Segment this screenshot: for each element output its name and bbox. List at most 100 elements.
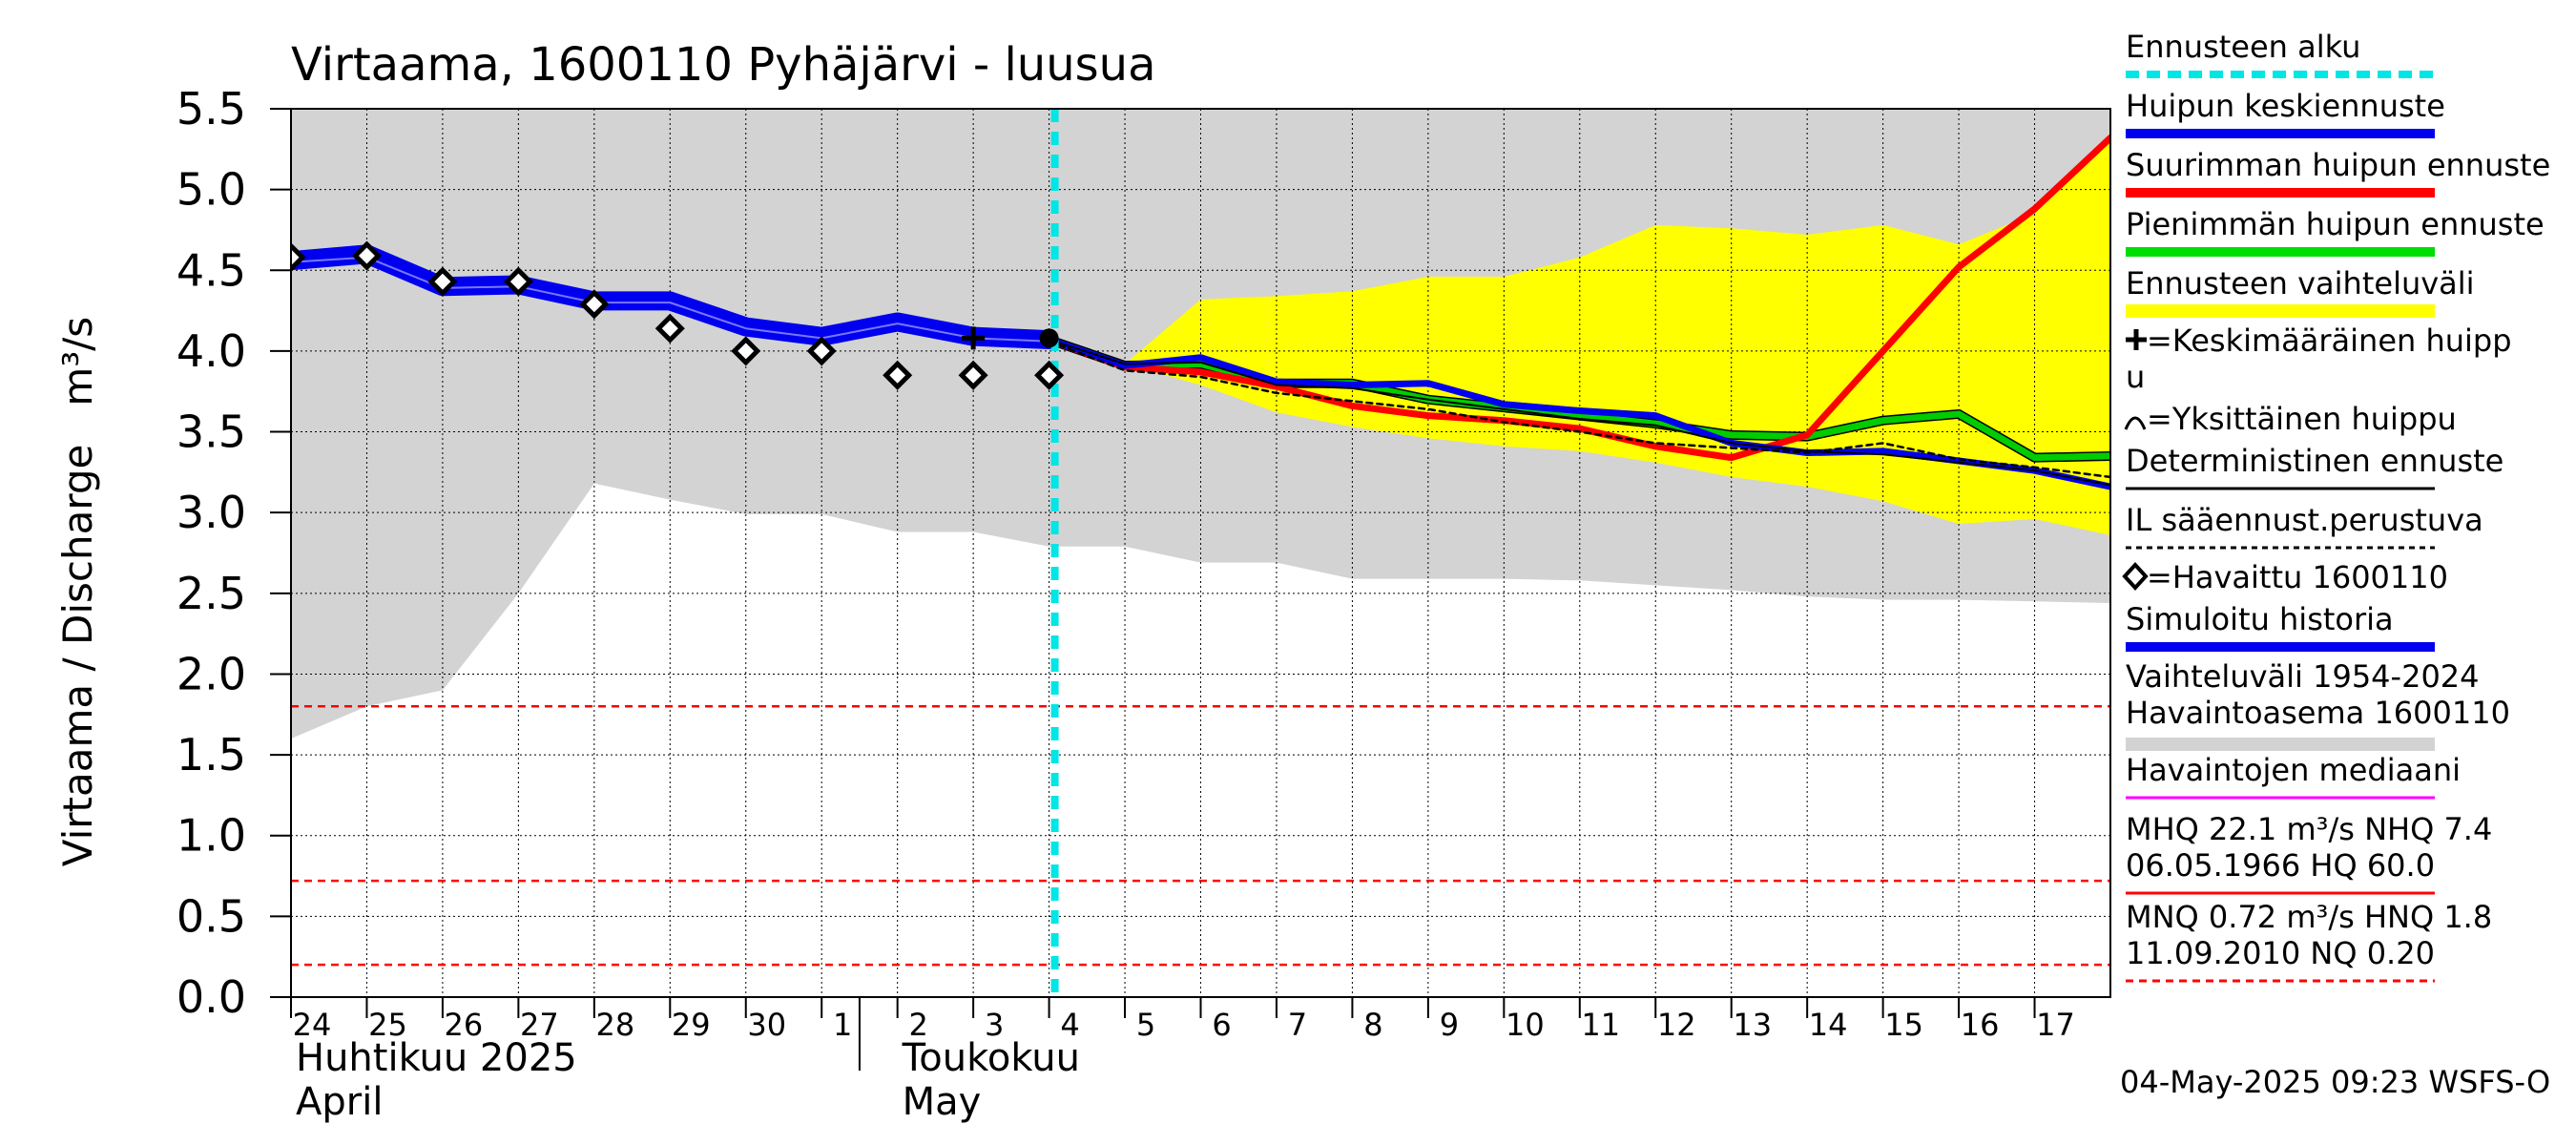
legend-swatch: [2126, 329, 2147, 350]
legend-item-min-peak: Pienimmän huipun ennuste: [2126, 206, 2545, 257]
legend-label-line2: Havaintoasema 1600110: [2126, 695, 2510, 731]
x-tick-label: 25: [368, 1007, 407, 1043]
y-tick-label: 0.0: [177, 971, 246, 1023]
month-label: Huhtikuu 2025: [296, 1036, 577, 1080]
y-tick-label: 4.5: [177, 244, 246, 296]
series-line-4: [1046, 336, 2110, 490]
legend-label: Deterministinen ennuste: [2126, 443, 2503, 479]
legend-label: Huipun keskiennuste: [2126, 88, 2445, 124]
y-tick-label: 3.5: [177, 406, 246, 458]
x-tick-label: 10: [1506, 1007, 1545, 1043]
legend-label: =Keskimääräinen huipp: [2147, 323, 2512, 359]
legend-swatch: [2124, 416, 2147, 430]
x-tick-label: 8: [1363, 1007, 1382, 1043]
forecast-range-band: [1125, 140, 2110, 535]
single-peak-marker: [1039, 328, 1059, 348]
y-tick-label: 2.0: [177, 648, 246, 699]
legend-swatch: [2122, 562, 2149, 591]
legend-label-line2: u: [2126, 359, 2145, 395]
observed-point: [731, 336, 761, 366]
plot-area: [291, 109, 2110, 997]
x-tick-label: 2: [908, 1007, 927, 1043]
legend-item-avg-peak-marker: =Keskimääräinen huippu: [2126, 323, 2512, 395]
y-tick-label: 2.5: [177, 568, 246, 619]
legend-label: MNQ 0.72 m³/s HNQ 1.8: [2126, 899, 2492, 935]
x-tick-label: 28: [595, 1007, 634, 1043]
y-tick-label: 1.5: [177, 729, 246, 781]
legend-item-forecast-range: Ennusteen vaihteluväli: [2126, 265, 2475, 318]
observed-point: [427, 266, 458, 297]
legend-item-mean-peak: Huipun keskiennuste: [2126, 88, 2445, 138]
chart-title: Virtaama, 1600110 Pyhäjärvi - luusua: [291, 38, 1156, 92]
legend-label: =Havaittu 1600110: [2147, 559, 2448, 595]
series-line-3: [1046, 134, 2110, 462]
month-label-en: May: [903, 1080, 982, 1124]
legend-item-mnq: MNQ 0.72 m³/s HNQ 1.811.09.2010 NQ 0.20: [2126, 899, 2492, 983]
y-tick-label: 0.5: [177, 890, 246, 942]
legend-item-deterministic: Deterministinen ennuste: [2126, 443, 2503, 490]
legend-label: IL sääennust.perustuva: [2126, 502, 2483, 538]
legend-item-simulated: Simuloitu historia: [2126, 601, 2435, 652]
x-tick-label: 9: [1440, 1007, 1459, 1043]
month-label: Toukokuu: [902, 1036, 1080, 1080]
footer-timestamp: 04-May-2025 09:23 WSFS-O: [2120, 1064, 2550, 1100]
y-tick-label: 1.0: [177, 810, 246, 862]
legend-item-max-peak: Suurimman huipun ennuste: [2126, 147, 2550, 198]
legend-item-median: Havaintojen mediaani: [2126, 752, 2461, 800]
legend-item-il-forecast: IL sääennust.perustuva: [2126, 502, 2483, 550]
series-line-6: [1048, 340, 2110, 479]
x-tick-label: 7: [1288, 1007, 1307, 1043]
legend-item-observed: =Havaittu 1600110: [2122, 559, 2448, 595]
observed-point: [351, 240, 382, 271]
legend-label: Ennusteen alku: [2126, 29, 2360, 65]
x-tick-label: 13: [1733, 1007, 1772, 1043]
legend-label: Ennusteen vaihteluväli: [2126, 265, 2475, 302]
x-tick-label: 24: [293, 1007, 332, 1043]
observed-point: [291, 242, 306, 273]
month-label-en: April: [296, 1080, 383, 1124]
x-tick-label: 4: [1060, 1007, 1079, 1043]
y-tick-label: 5.5: [177, 83, 246, 135]
x-tick-label: 3: [985, 1007, 1004, 1043]
y-axis-label: Virtaama / Discharge m³/s: [54, 317, 101, 866]
legend-item-mhq: MHQ 22.1 m³/s NHQ 7.406.05.1966 HQ 60.0: [2126, 811, 2492, 895]
x-tick-label: 30: [747, 1007, 786, 1043]
x-tick-label: 29: [672, 1007, 711, 1043]
legend-label: Havaintojen mediaani: [2126, 752, 2461, 788]
observed-point: [1034, 360, 1065, 390]
mean-peak-marker: [962, 326, 986, 350]
legend-label: =Yksittäinen huippu: [2147, 401, 2457, 437]
x-tick-label: 16: [1961, 1007, 2000, 1043]
x-tick-label: 26: [445, 1007, 484, 1043]
observed-point: [883, 360, 913, 390]
observed-point: [958, 360, 988, 390]
legend-label: Simuloitu historia: [2126, 601, 2394, 637]
x-tick-label: 1: [833, 1007, 852, 1043]
series-line-0: [291, 244, 1059, 350]
legend-item-forecast-start: Ennusteen alku: [2126, 29, 2435, 78]
x-tick-label: 12: [1657, 1007, 1696, 1043]
y-tick-label: 5.0: [177, 164, 246, 216]
x-tick-label: 17: [2036, 1007, 2075, 1043]
series-line-1: [291, 256, 1050, 343]
observed-point: [503, 266, 533, 297]
y-tick-label: 4.0: [177, 325, 246, 377]
axes: 0.00.51.01.52.02.53.03.54.04.55.05.524 25…: [177, 83, 2111, 1124]
legend-label: MHQ 22.1 m³/s NHQ 7.4: [2126, 811, 2492, 847]
x-tick-label: 11: [1581, 1007, 1620, 1043]
x-tick-label: 14: [1809, 1007, 1848, 1043]
x-tick-label: 27: [520, 1007, 559, 1043]
x-tick-label: 5: [1136, 1007, 1155, 1043]
legend-label: Vaihteluväli 1954-2024: [2126, 658, 2480, 695]
legend-label-line2: 11.09.2010 NQ 0.20: [2126, 935, 2435, 971]
legend: Ennusteen alku Huipun keskiennuste Suurimm…: [2122, 29, 2550, 983]
plot-content: [291, 109, 2110, 997]
legend-label: Pienimmän huipun ennuste: [2126, 206, 2545, 242]
series-line-5: [1048, 339, 2110, 487]
legend-label: Suurimman huipun ennuste: [2126, 147, 2550, 183]
legend-label-line2: 06.05.1966 HQ 60.0: [2126, 847, 2435, 884]
legend-item-variation: Vaihteluväli 1954-2024 Havaintoasema 160…: [2126, 658, 2510, 751]
x-tick-label: 15: [1884, 1007, 1923, 1043]
legend-item-single-peak-marker: =Yksittäinen huippu: [2124, 401, 2457, 437]
